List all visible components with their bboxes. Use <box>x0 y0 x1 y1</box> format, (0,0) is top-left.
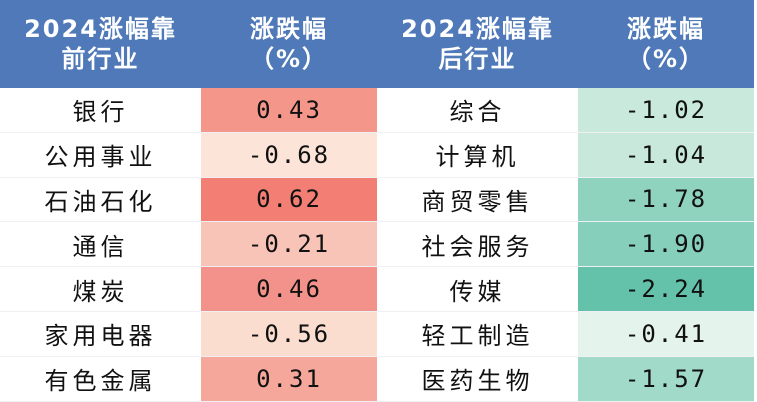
bottom-change-cell: -1.78 <box>578 177 754 222</box>
top-change-cell: 0.46 <box>201 267 377 311</box>
table-row: 有色金属 0.31 医药生物 -1.57 <box>0 356 754 402</box>
top-industry-cell: 家用电器 <box>44 322 157 351</box>
bottom-industry-cell: 综合 <box>449 98 506 127</box>
top-change-cell: 0.43 <box>201 88 377 132</box>
header-bottom-industry-line1: 2024涨幅靠 <box>401 15 554 43</box>
header-top-industry-line1: 2024涨幅靠 <box>24 15 177 43</box>
top-change-cell: -0.21 <box>201 222 377 267</box>
header-top-industry-line2: 前行业 <box>61 45 140 73</box>
table-row: 石油石化 0.62 商贸零售 -1.78 <box>0 177 754 223</box>
header-bottom-change-line1: 涨跌幅 <box>627 15 705 43</box>
header-top-change-line1: 涨跌幅 <box>250 15 328 43</box>
bottom-change-cell: -1.04 <box>578 132 754 177</box>
bottom-change-cell: -0.41 <box>578 311 754 356</box>
header-top-change: 涨跌幅 （%） <box>201 0 377 88</box>
bottom-change-cell: -2.24 <box>578 267 754 311</box>
top-change-cell: 0.62 <box>201 177 377 222</box>
table-row: 家用电器 -0.56 轻工制造 -0.41 <box>0 311 754 357</box>
table-header: 2024涨幅靠 前行业 涨跌幅 （%） 2024涨幅靠 后行业 涨跌幅 （%） <box>0 0 754 88</box>
bottom-industry-cell: 社会服务 <box>421 232 534 261</box>
table-row: 煤炭 0.46 传媒 -2.24 <box>0 267 754 312</box>
top-industry-cell: 银行 <box>72 98 129 127</box>
bottom-change-cell: -1.02 <box>578 88 754 132</box>
header-top-change-line2: （%） <box>249 45 329 73</box>
table-row: 公用事业 -0.68 计算机 -1.04 <box>0 132 754 178</box>
header-bottom-change-line2: （%） <box>626 45 706 73</box>
header-bottom-change: 涨跌幅 （%） <box>578 0 754 88</box>
top-industry-cell: 有色金属 <box>44 367 157 396</box>
bottom-industry-cell: 计算机 <box>435 143 520 172</box>
header-bottom-industry: 2024涨幅靠 后行业 <box>377 0 578 88</box>
bottom-change-cell: -1.57 <box>578 356 754 401</box>
header-bottom-industry-line2: 后行业 <box>438 45 517 73</box>
table-row: 通信 -0.21 社会服务 -1.90 <box>0 222 754 268</box>
header-top-industry: 2024涨幅靠 前行业 <box>0 0 201 88</box>
bottom-industry-cell: 商贸零售 <box>421 187 534 216</box>
bottom-industry-cell: 传媒 <box>449 277 506 306</box>
bottom-change-cell: -1.90 <box>578 222 754 267</box>
top-change-cell: -0.68 <box>201 132 377 177</box>
bottom-industry-cell: 医药生物 <box>421 367 534 396</box>
top-industry-cell: 通信 <box>72 232 129 261</box>
top-industry-cell: 煤炭 <box>72 277 129 306</box>
table-row: 银行 0.43 综合 -1.02 <box>0 88 754 133</box>
top-industry-cell: 公用事业 <box>44 143 157 172</box>
top-change-cell: -0.56 <box>201 311 377 356</box>
bottom-industry-cell: 轻工制造 <box>421 322 534 351</box>
top-industry-cell: 石油石化 <box>44 187 157 216</box>
top-change-cell: 0.31 <box>201 356 377 401</box>
